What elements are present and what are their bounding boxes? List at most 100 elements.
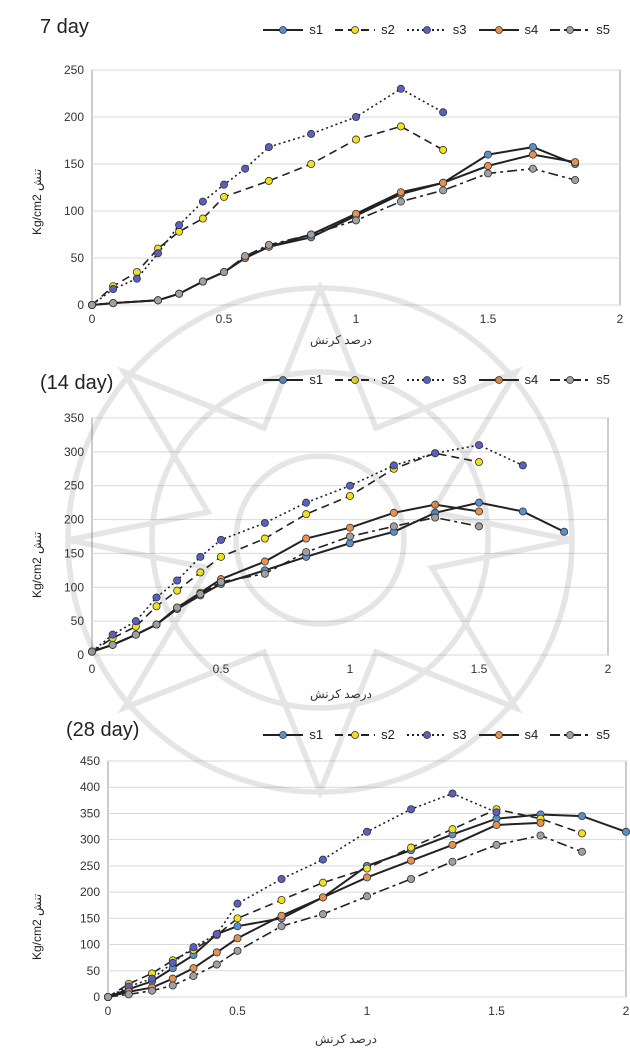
y-tick-label: 100 bbox=[64, 580, 84, 594]
legend-marker bbox=[494, 730, 503, 739]
y-tick-label: 200 bbox=[80, 885, 100, 899]
legend-swatch-icon bbox=[335, 375, 376, 384]
data-point-s5 bbox=[528, 164, 537, 173]
data-point-s5 bbox=[389, 522, 398, 531]
data-point-s3 bbox=[189, 943, 198, 952]
data-point-s1 bbox=[560, 527, 569, 536]
data-point-s5 bbox=[173, 603, 182, 612]
data-point-s2 bbox=[264, 176, 273, 185]
y-tick-label: 450 bbox=[80, 754, 100, 768]
legend-swatch-icon bbox=[263, 25, 304, 34]
data-point-s5 bbox=[536, 831, 545, 840]
legend-marker bbox=[422, 375, 431, 384]
y-tick-label: 100 bbox=[64, 204, 84, 218]
data-point-s3 bbox=[389, 461, 398, 470]
data-point-s3 bbox=[345, 481, 354, 490]
legend-item-s1: s1 bbox=[261, 727, 323, 742]
data-point-s2 bbox=[219, 192, 228, 201]
data-point-s2 bbox=[577, 829, 586, 838]
data-point-s4 bbox=[351, 209, 360, 218]
legend-label: s4 bbox=[524, 727, 539, 742]
data-point-s2 bbox=[196, 568, 205, 577]
legend-label: s5 bbox=[596, 727, 610, 742]
legend-swatch-icon bbox=[550, 730, 591, 739]
legend-label: s2 bbox=[381, 22, 395, 37]
data-point-s3 bbox=[109, 285, 118, 294]
data-point-s3 bbox=[233, 899, 242, 908]
data-point-s4 bbox=[260, 557, 269, 566]
y-tick-label: 250 bbox=[64, 479, 84, 493]
data-point-s5 bbox=[108, 640, 117, 649]
data-point-s2 bbox=[152, 602, 161, 611]
data-point-s2 bbox=[307, 159, 316, 168]
y-tick-label: 300 bbox=[64, 445, 84, 459]
y-tick-label: 350 bbox=[64, 411, 84, 425]
legend-label: s1 bbox=[309, 727, 324, 742]
data-point-s4 bbox=[571, 158, 580, 167]
legend-item-s4: s4 bbox=[477, 727, 539, 742]
data-point-s3 bbox=[492, 808, 501, 817]
data-point-s1 bbox=[483, 150, 492, 159]
legend-swatch-icon bbox=[335, 730, 376, 739]
legend-item-s2: s2 bbox=[333, 22, 395, 37]
legend-swatch-icon bbox=[550, 375, 591, 384]
data-point-s2 bbox=[345, 491, 354, 500]
x-axis-label: درصد کرنش bbox=[310, 333, 372, 347]
data-point-s5 bbox=[345, 532, 354, 541]
data-point-s5 bbox=[577, 847, 586, 856]
data-point-s4 bbox=[168, 974, 177, 983]
legend-item-s4: s4 bbox=[477, 372, 539, 387]
chart-panel-28day: (28 day) s1 s2 s3 s4 s5 0 50 100 150 200 250 300 35… bbox=[0, 705, 630, 1050]
legend-swatch-icon bbox=[478, 25, 519, 34]
x-tick-label: 0 bbox=[105, 1004, 112, 1018]
y-tick-label: 200 bbox=[64, 513, 84, 527]
data-point-s3 bbox=[351, 113, 360, 122]
data-point-s5 bbox=[351, 216, 360, 225]
data-point-s5 bbox=[233, 946, 242, 955]
data-point-s5 bbox=[124, 990, 133, 999]
data-point-s5 bbox=[407, 874, 416, 883]
data-point-s1 bbox=[345, 539, 354, 548]
data-point-s2 bbox=[318, 878, 327, 887]
data-point-s3 bbox=[196, 552, 205, 561]
legend-marker bbox=[351, 25, 359, 34]
legend-item-s3: s3 bbox=[405, 22, 467, 37]
legend-label: s3 bbox=[452, 372, 467, 387]
legend-label: s1 bbox=[309, 372, 324, 387]
legend-item-s4: s4 bbox=[477, 22, 538, 37]
y-tick-label: 50 bbox=[87, 964, 101, 978]
data-point-s4 bbox=[345, 523, 354, 532]
x-tick-label: 1.5 bbox=[480, 312, 497, 326]
y-tick-label: 100 bbox=[80, 938, 100, 952]
legend-item-s5: s5 bbox=[548, 727, 610, 742]
chart-legend: s1 s2 s3 s4 s5 bbox=[261, 22, 610, 37]
data-point-s3 bbox=[431, 449, 440, 458]
legend-marker bbox=[351, 375, 359, 384]
chart-svg: 0 50 100 150 200 250 300 350 400 450 0 0.5 1 1.5 2 bbox=[80, 754, 630, 1018]
data-point-s3 bbox=[175, 221, 184, 230]
series-line-s3 bbox=[91, 444, 524, 653]
y-axis-label: Kg/cm2 تنش bbox=[30, 531, 44, 598]
legend-item-s3: s3 bbox=[405, 372, 467, 387]
data-point-s3 bbox=[132, 274, 141, 283]
x-tick-label: 2 bbox=[623, 1004, 630, 1018]
data-point-s2 bbox=[233, 914, 242, 923]
data-point-s4 bbox=[189, 964, 198, 973]
legend-label: s4 bbox=[524, 372, 539, 387]
data-point-s3 bbox=[212, 930, 221, 939]
data-point-s4 bbox=[277, 911, 286, 920]
chart-title: (14 day) bbox=[40, 372, 114, 394]
data-point-s2 bbox=[448, 825, 457, 834]
data-point-s3 bbox=[216, 535, 225, 544]
data-point-s2 bbox=[277, 895, 286, 904]
y-tick-label: 250 bbox=[80, 859, 100, 873]
x-axis-label: درصد کرنش bbox=[315, 1032, 377, 1046]
data-point-s1 bbox=[474, 498, 483, 507]
legend-label: s2 bbox=[381, 372, 395, 387]
x-tick-label: 0 bbox=[89, 312, 96, 326]
legend-label: s3 bbox=[452, 727, 467, 742]
data-point-s1 bbox=[233, 922, 242, 931]
legend-item-s2: s2 bbox=[333, 372, 395, 387]
legend-label: s5 bbox=[596, 372, 610, 387]
data-point-s1 bbox=[528, 143, 537, 152]
